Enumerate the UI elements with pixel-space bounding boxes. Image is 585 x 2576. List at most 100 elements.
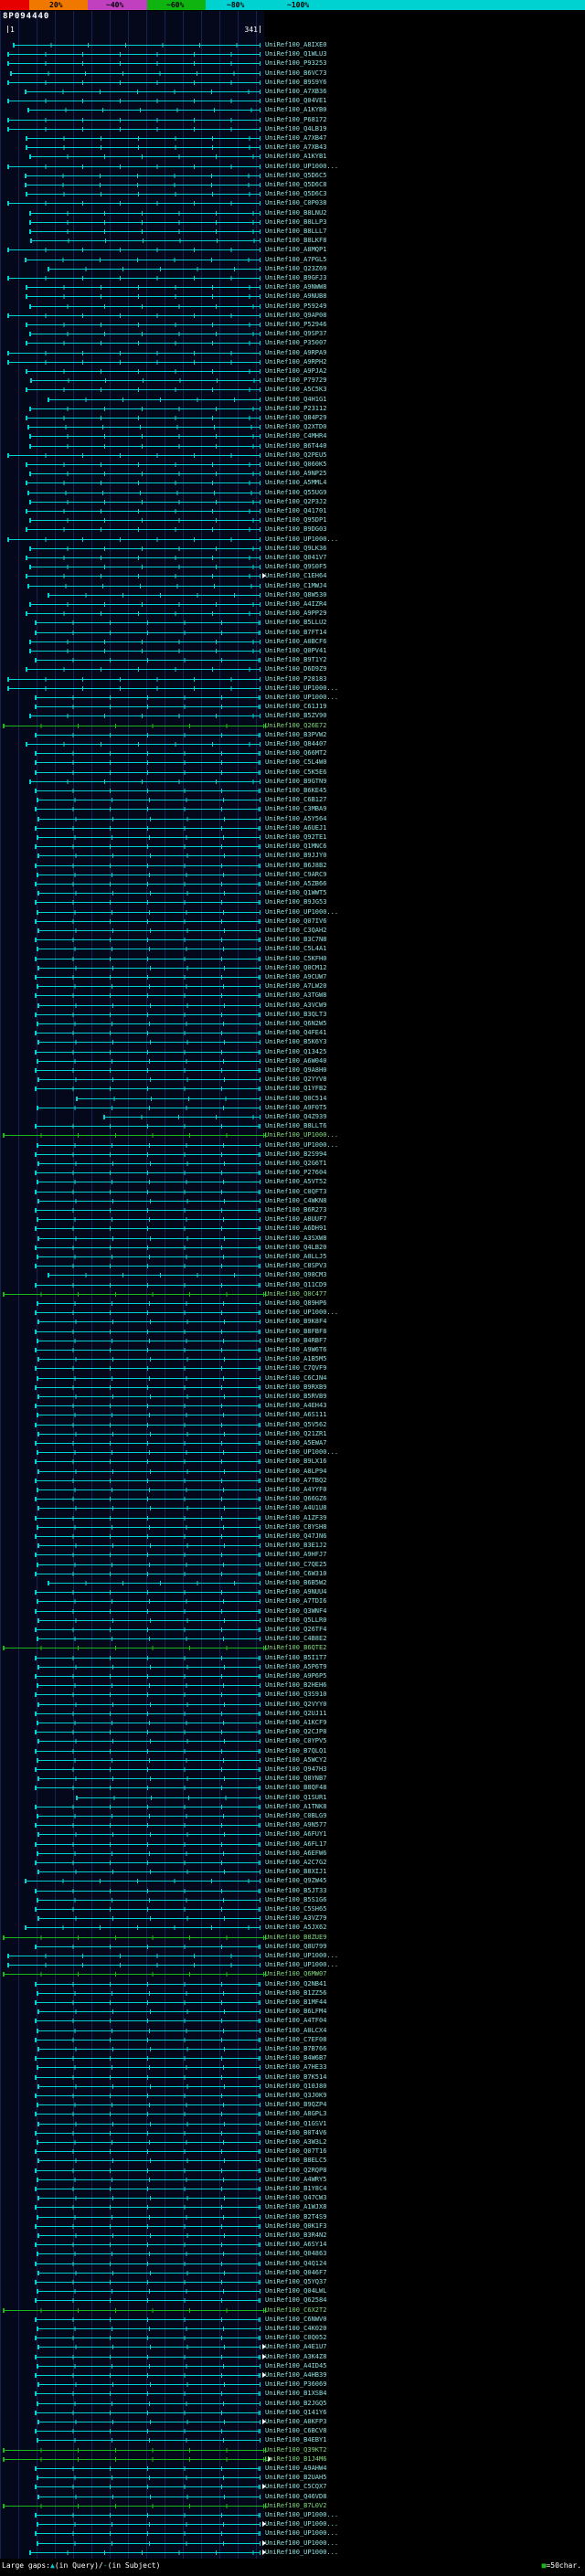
alignment-bar[interactable]: [35, 1608, 261, 1614]
alignment-bar[interactable]: [75, 1795, 261, 1800]
alignment-bar[interactable]: [28, 518, 261, 524]
alignment-bar[interactable]: [35, 1310, 261, 1316]
alignment-bar[interactable]: [35, 2000, 261, 2005]
alignment-bar[interactable]: [28, 546, 261, 551]
alignment-bar[interactable]: [35, 844, 261, 850]
alignment-bar[interactable]: [36, 1721, 261, 1725]
alignment-bar[interactable]: [35, 2205, 261, 2210]
alignment-bar[interactable]: [26, 556, 261, 560]
alignment-bar[interactable]: [37, 2083, 261, 2089]
alignment-bar[interactable]: [35, 2298, 261, 2304]
alignment-bar[interactable]: [35, 918, 261, 924]
alignment-bar[interactable]: [47, 1581, 261, 1585]
alignment-bar[interactable]: [36, 2289, 261, 2295]
alignment-bar[interactable]: [36, 2363, 261, 2369]
alignment-bar[interactable]: [35, 1692, 261, 1698]
alignment-bar[interactable]: [28, 332, 261, 337]
alignment-bar[interactable]: [37, 965, 261, 970]
alignment-bar[interactable]: [7, 80, 261, 85]
alignment-bar[interactable]: [26, 341, 261, 346]
alignment-bar[interactable]: [35, 2316, 261, 2322]
alignment-bar[interactable]: [35, 1860, 261, 1865]
alignment-bar[interactable]: [35, 2242, 261, 2248]
alignment-bar[interactable]: [35, 732, 261, 737]
alignment-bar[interactable]: [35, 1012, 261, 1017]
alignment-bar[interactable]: [36, 909, 261, 915]
alignment-bar[interactable]: [36, 1637, 261, 1642]
alignment-bar[interactable]: [26, 285, 261, 291]
alignment-bar[interactable]: [37, 1002, 261, 1008]
alignment-bar[interactable]: [26, 136, 261, 141]
alignment-bar[interactable]: [35, 1711, 261, 1716]
alignment-bar[interactable]: [7, 1963, 261, 1968]
alignment-bar[interactable]: [37, 2382, 261, 2388]
alignment-bar[interactable]: [30, 239, 261, 244]
alignment-bar[interactable]: [36, 1217, 261, 1223]
alignment-bar[interactable]: [35, 1049, 261, 1055]
alignment-bar[interactable]: [37, 2270, 261, 2275]
alignment-bar[interactable]: [35, 1441, 261, 1446]
alignment-bar[interactable]: [3, 1972, 266, 1977]
alignment-bar[interactable]: [35, 658, 261, 663]
alignment-bar[interactable]: [75, 1096, 261, 1101]
alignment-bar[interactable]: [7, 117, 261, 122]
alignment-bar[interactable]: [28, 499, 261, 504]
alignment-bar[interactable]: [28, 229, 261, 234]
alignment-bar[interactable]: [36, 2475, 261, 2481]
alignment-bar[interactable]: [28, 406, 261, 411]
alignment-bar[interactable]: [35, 938, 261, 943]
alignment-bar[interactable]: [35, 1674, 261, 1679]
alignment-bar[interactable]: [35, 2187, 261, 2191]
alignment-bar[interactable]: [28, 779, 261, 784]
alignment-bar[interactable]: [7, 201, 261, 207]
alignment-bar[interactable]: [35, 993, 261, 999]
alignment-bar[interactable]: [37, 2158, 261, 2164]
alignment-bar[interactable]: [35, 2261, 261, 2266]
alignment-bar[interactable]: [26, 462, 261, 467]
alignment-bar[interactable]: [35, 1841, 261, 1847]
alignment-bar[interactable]: [28, 472, 261, 477]
alignment-bar[interactable]: [35, 1478, 261, 1483]
alignment-bar[interactable]: [35, 1627, 261, 1632]
alignment-bar[interactable]: [26, 192, 261, 197]
alignment-bar[interactable]: [28, 434, 261, 440]
alignment-bar[interactable]: [36, 1142, 261, 1148]
alignment-bar[interactable]: [30, 378, 261, 384]
alignment-bar[interactable]: [35, 975, 261, 980]
alignment-bar[interactable]: [3, 1646, 266, 1651]
alignment-bar[interactable]: [36, 1562, 261, 1567]
alignment-bar[interactable]: [7, 536, 261, 542]
alignment-bar[interactable]: [7, 99, 261, 104]
alignment-bar[interactable]: [7, 350, 261, 355]
alignment-bar[interactable]: [37, 1235, 261, 1241]
alignment-bar[interactable]: [26, 611, 261, 617]
alignment-bar[interactable]: [27, 490, 261, 495]
alignment-bar[interactable]: [36, 2401, 261, 2406]
alignment-bar[interactable]: [28, 2549, 261, 2555]
alignment-bar[interactable]: [37, 853, 261, 859]
alignment-bar[interactable]: [35, 2019, 261, 2024]
alignment-bar[interactable]: [35, 1730, 261, 1735]
alignment-bar[interactable]: [28, 714, 261, 719]
alignment-bar[interactable]: [24, 1925, 261, 1931]
alignment-bar[interactable]: [36, 1413, 261, 1418]
alignment-bar[interactable]: [35, 1245, 261, 1250]
alignment-bar[interactable]: [35, 1404, 261, 1409]
alignment-bar[interactable]: [28, 602, 261, 607]
alignment-bar[interactable]: [26, 509, 261, 514]
alignment-bar[interactable]: [37, 2009, 261, 2015]
alignment-bar[interactable]: [36, 1599, 261, 1605]
alignment-bar[interactable]: [26, 323, 261, 327]
alignment-bar[interactable]: [36, 1897, 261, 1903]
alignment-bar[interactable]: [35, 1087, 261, 1092]
alignment-bar[interactable]: [35, 807, 261, 812]
alignment-bar[interactable]: [35, 705, 261, 710]
alignment-bar[interactable]: [47, 266, 261, 271]
alignment-bar[interactable]: [35, 1515, 261, 1521]
alignment-bar[interactable]: [28, 303, 261, 309]
alignment-bar[interactable]: [37, 891, 261, 896]
alignment-bar[interactable]: [37, 1161, 261, 1166]
alignment-bar[interactable]: [35, 620, 261, 626]
alignment-bar[interactable]: [35, 825, 261, 831]
alignment-bar[interactable]: [35, 2466, 261, 2471]
